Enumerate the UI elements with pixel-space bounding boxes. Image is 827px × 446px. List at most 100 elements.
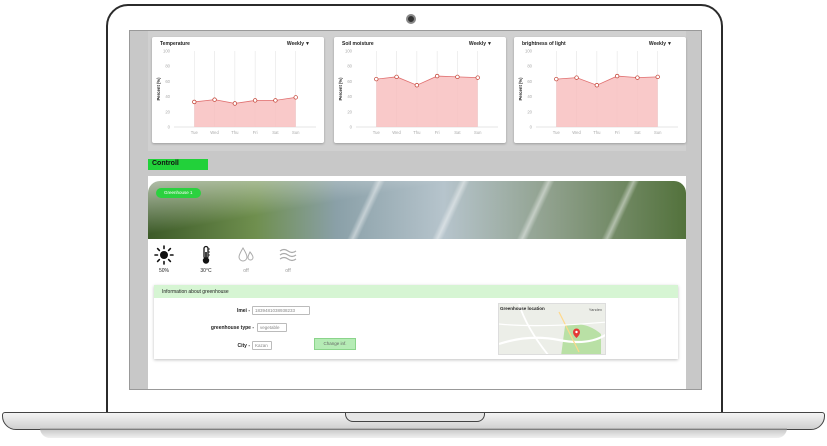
series-line — [194, 96, 296, 104]
period-select[interactable]: Weekly — [286, 41, 304, 47]
data-point — [414, 83, 420, 88]
chart-card-soil-moisture: Soil moisture Weekly ▼ 0 20 40 60 80 100 Tue We… — [334, 37, 506, 143]
y-tick-label: 60 — [347, 79, 352, 84]
chart-title: brightness of light — [522, 41, 566, 47]
y-tick-label: 100 — [163, 49, 171, 54]
imei-field[interactable]: 1839481038938233 — [252, 306, 310, 315]
chevron-down-icon[interactable]: ▼ — [487, 41, 492, 47]
x-tick-label: Sat — [454, 130, 461, 135]
series-line — [376, 75, 478, 86]
x-tick-label: Thu — [593, 130, 601, 135]
sensor-watering[interactable]: off — [231, 245, 261, 274]
chart-brightness: 0 20 40 60 80 100 Tue Wed Thu Fri Sat Sun Percent (%… — [518, 49, 678, 135]
data-point — [655, 74, 660, 79]
y-tick-label: 60 — [165, 79, 170, 84]
period-select[interactable]: Weekly — [468, 41, 486, 47]
data-point — [273, 98, 278, 103]
y-tick-label: 60 — [527, 79, 532, 84]
imei-label: Imei - — [236, 308, 250, 314]
sensor-temperature[interactable]: 30°C — [191, 245, 221, 274]
sensor-value: 30°C — [200, 268, 212, 274]
chart-temperature: 0 20 40 60 80 100 Tue Wed Thu Fri Sat Sun Percent (%… — [156, 49, 316, 135]
y-tick-label: 20 — [165, 109, 170, 114]
laptop-notch — [345, 413, 485, 422]
y-tick-label: 100 — [525, 49, 533, 54]
x-tick-label: Wed — [210, 130, 219, 135]
sensor-value: off — [285, 268, 291, 274]
data-point — [374, 76, 379, 82]
greenhouse-photo — [148, 181, 686, 239]
data-point — [212, 97, 217, 102]
sensor-value: 50% — [158, 268, 169, 274]
greenhouse-tab[interactable]: Greenhouse 1 — [156, 188, 201, 198]
x-tick-label: Thu — [231, 130, 239, 135]
map-graphic — [499, 304, 605, 354]
y-tick-label: 100 — [345, 49, 353, 54]
data-point — [192, 99, 197, 105]
series-area — [376, 76, 478, 127]
y-tick-label: 0 — [530, 125, 533, 130]
x-tick-label: Fri — [253, 130, 258, 135]
map-title: Greenhouse location — [500, 306, 545, 311]
y-axis-label: Percent (%) — [156, 77, 161, 101]
data-point — [594, 83, 600, 88]
data-point — [232, 101, 238, 106]
y-tick-label: 0 — [168, 125, 171, 130]
chart-title: Temperature — [160, 41, 190, 47]
data-point — [455, 74, 460, 79]
sensor-light[interactable]: 50% — [149, 245, 179, 274]
data-point — [574, 75, 579, 80]
chart-card-brightness: brightness of light Weekly ▼ 0 20 40 60 80 10… — [514, 37, 686, 143]
sensor-value: off — [243, 268, 249, 274]
y-tick-label: 20 — [347, 109, 352, 114]
greenhouse-type-label: greenhouse type - — [210, 325, 254, 331]
sensor-ventilation[interactable]: off — [273, 245, 303, 274]
y-tick-label: 80 — [165, 64, 170, 69]
y-tick-label: 40 — [527, 94, 532, 99]
chevron-down-icon[interactable]: ▼ — [305, 41, 310, 47]
x-tick-label: Thu — [413, 130, 421, 135]
x-tick-label: Fri — [435, 130, 440, 135]
chevron-down-icon[interactable]: ▼ — [667, 41, 672, 47]
x-tick-label: Fri — [615, 130, 620, 135]
x-tick-label: Sat — [634, 130, 641, 135]
info-title: Information about greenhouse — [154, 285, 678, 298]
greenhouse-info-card: Information about greenhouse Imei - 1839… — [154, 285, 678, 359]
y-tick-label: 0 — [350, 125, 353, 130]
chart-title: Soil moisture — [342, 41, 374, 47]
data-point — [614, 73, 620, 79]
thermometer-icon — [202, 245, 210, 264]
wind-icon — [279, 248, 297, 262]
map-pin-icon — [573, 328, 580, 338]
city-field[interactable]: Kazan — [252, 341, 272, 350]
change-info-button[interactable]: Change inf. — [314, 338, 356, 350]
water-drops-icon — [238, 247, 254, 262]
series-area — [194, 97, 296, 127]
city-label: City - — [237, 343, 251, 349]
chart-card-temperature: Temperature Weekly ▼ 0 20 40 60 80 100 Tue Wed T… — [152, 37, 324, 143]
sun-icon — [154, 245, 174, 265]
data-point — [475, 75, 480, 80]
y-axis-label: Percent (%) — [338, 77, 343, 101]
x-tick-label: Tue — [553, 130, 561, 135]
y-tick-label: 40 — [165, 94, 170, 99]
x-tick-label: Tue — [191, 130, 199, 135]
y-tick-label: 80 — [527, 64, 532, 69]
series-line — [556, 75, 658, 86]
series-area — [556, 76, 658, 127]
y-tick-label: 40 — [347, 94, 352, 99]
data-point — [394, 74, 399, 79]
data-point — [293, 95, 298, 100]
section-title-control: Controll — [148, 159, 208, 170]
greenhouse-type-field[interactable]: vegetable — [257, 323, 287, 332]
x-tick-label: Wed — [392, 130, 401, 135]
data-point — [554, 76, 559, 82]
y-tick-label: 20 — [527, 109, 532, 114]
period-select[interactable]: Weekly — [648, 41, 666, 47]
screen: Temperature Weekly ▼ 0 20 40 60 80 100 Tue Wed T… — [129, 30, 702, 390]
chart-soil-moisture: 0 20 40 60 80 100 Tue Wed Thu Fri Sat Sun Percent (%… — [338, 49, 498, 135]
location-map[interactable]: Yandex — [498, 303, 606, 355]
x-tick-label: Sun — [292, 130, 300, 135]
x-tick-label: Wed — [572, 130, 581, 135]
x-tick-label: Sun — [474, 130, 482, 135]
